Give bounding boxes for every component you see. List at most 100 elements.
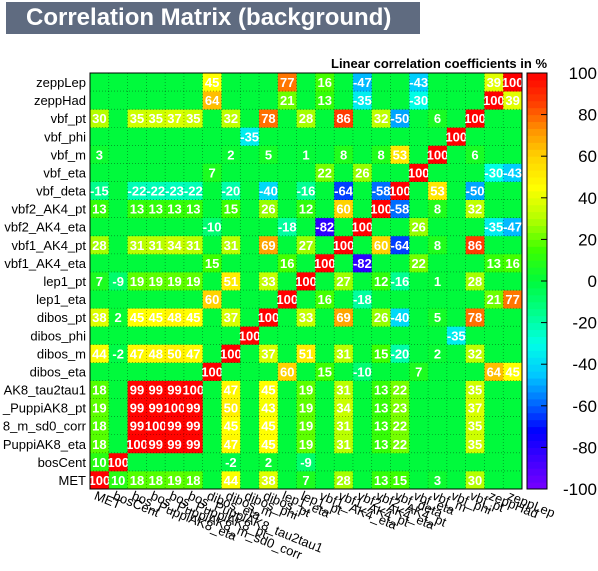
heatmap-cell — [240, 308, 260, 327]
cell-value-label: 77 — [280, 75, 294, 90]
heatmap-cell — [90, 271, 110, 291]
heatmap-cell — [108, 416, 128, 436]
heatmap-cell — [90, 380, 110, 399]
heatmap-cell — [259, 145, 279, 164]
heatmap-cell — [465, 253, 485, 273]
heatmap-cell — [465, 416, 485, 436]
heatmap-cell — [371, 290, 391, 309]
heatmap-cell — [503, 434, 523, 454]
heatmap-cell — [202, 127, 222, 146]
cell-value-label: 100 — [89, 473, 111, 488]
heatmap-cell — [315, 217, 335, 237]
heatmap-cell — [146, 217, 166, 237]
colorbar-tick-label: 20 — [578, 230, 597, 249]
heatmap-cell — [334, 109, 354, 128]
cell-value-label: 64 — [487, 364, 502, 379]
cell-value-label: -2 — [112, 346, 124, 361]
heatmap-cell — [183, 271, 204, 291]
heatmap-cell — [146, 235, 166, 255]
heatmap-cell — [277, 452, 298, 472]
y-tick-label: MET — [59, 473, 87, 488]
heatmap-cell — [334, 470, 354, 490]
cell-value-label: -20 — [391, 346, 410, 361]
heatmap-cell — [428, 91, 448, 110]
cell-value-label: 35 — [149, 111, 163, 126]
heatmap-cell — [484, 308, 504, 327]
heatmap-cell — [221, 362, 241, 381]
colorbar-segment — [527, 336, 547, 344]
cell-value-label: -15 — [90, 184, 109, 199]
heatmap-cell — [352, 362, 373, 381]
heatmap-cell — [484, 434, 504, 454]
heatmap-cell — [108, 91, 128, 110]
heatmap-cell — [334, 344, 354, 363]
cell-value-label: 31 — [224, 238, 238, 253]
heatmap-cell — [390, 398, 410, 418]
heatmap-cell — [146, 380, 166, 399]
heatmap-cell — [240, 380, 260, 399]
heatmap-cell — [409, 235, 429, 255]
cell-value-label: 44 — [224, 473, 239, 488]
heatmap-cell — [484, 362, 504, 381]
heatmap-cell — [183, 398, 204, 418]
heatmap-cell — [503, 290, 523, 309]
heatmap-cell — [296, 253, 316, 273]
heatmap-cell — [277, 290, 298, 309]
heatmap-cell — [390, 73, 410, 92]
heatmap-cell — [90, 91, 110, 110]
heatmap-cell — [183, 199, 204, 219]
cell-value-label: 64 — [205, 93, 220, 108]
colorbar-segment — [527, 385, 547, 393]
heatmap-cell — [90, 416, 110, 436]
heatmap-cell — [371, 253, 391, 273]
heatmap-cell — [202, 73, 222, 92]
heatmap-cell — [240, 91, 260, 110]
heatmap-cell — [240, 145, 260, 164]
cell-value-label: -40 — [391, 310, 410, 325]
heatmap-cell — [183, 452, 204, 472]
heatmap-cell — [484, 235, 504, 255]
heatmap-cell — [390, 235, 410, 255]
heatmap-cell — [484, 326, 504, 345]
heatmap-cell — [108, 127, 128, 146]
heatmap-cell — [183, 73, 204, 92]
cell-value-label: -58 — [391, 202, 410, 217]
heatmap-cell — [259, 452, 279, 472]
heatmap-cell — [127, 73, 147, 92]
heatmap-cell — [108, 362, 128, 381]
colorbar-segment — [527, 412, 547, 421]
heatmap-cell — [165, 344, 185, 363]
heatmap-cell — [446, 91, 467, 110]
colorbar-segment — [527, 301, 547, 310]
cell-value-label: 22 — [393, 419, 407, 434]
heatmap-cell — [409, 398, 429, 418]
cell-value-label: -9 — [300, 455, 312, 470]
heatmap-cell — [240, 344, 260, 363]
heatmap-cell — [409, 253, 429, 273]
cell-value-label: 45 — [224, 419, 238, 434]
heatmap-cell — [90, 235, 110, 255]
heatmap-cell — [146, 344, 166, 363]
heatmap-cell — [334, 199, 354, 219]
cell-value-label: -82 — [315, 220, 334, 235]
colorbar-segment — [527, 86, 547, 95]
heatmap-cell — [315, 163, 335, 182]
heatmap-cell — [409, 470, 429, 490]
heatmap-cell — [146, 470, 166, 490]
heatmap-cell — [503, 253, 523, 273]
heatmap-cell — [503, 380, 523, 399]
heatmap-cell — [221, 452, 241, 472]
colorbar-segment — [527, 232, 547, 240]
heatmap-cell — [446, 362, 467, 381]
cell-value-label: 19 — [299, 437, 313, 452]
colorbar-segment — [527, 121, 547, 129]
heatmap-cell — [371, 398, 391, 418]
heatmap-cell — [315, 145, 335, 164]
heatmap-cell — [240, 235, 260, 255]
cell-value-label: 44 — [92, 346, 107, 361]
heatmap-cell — [409, 326, 429, 345]
heatmap-cell — [221, 109, 241, 128]
heatmap-cell — [390, 217, 410, 237]
heatmap-cell — [484, 181, 504, 201]
cell-value-label: 31 — [186, 238, 200, 253]
